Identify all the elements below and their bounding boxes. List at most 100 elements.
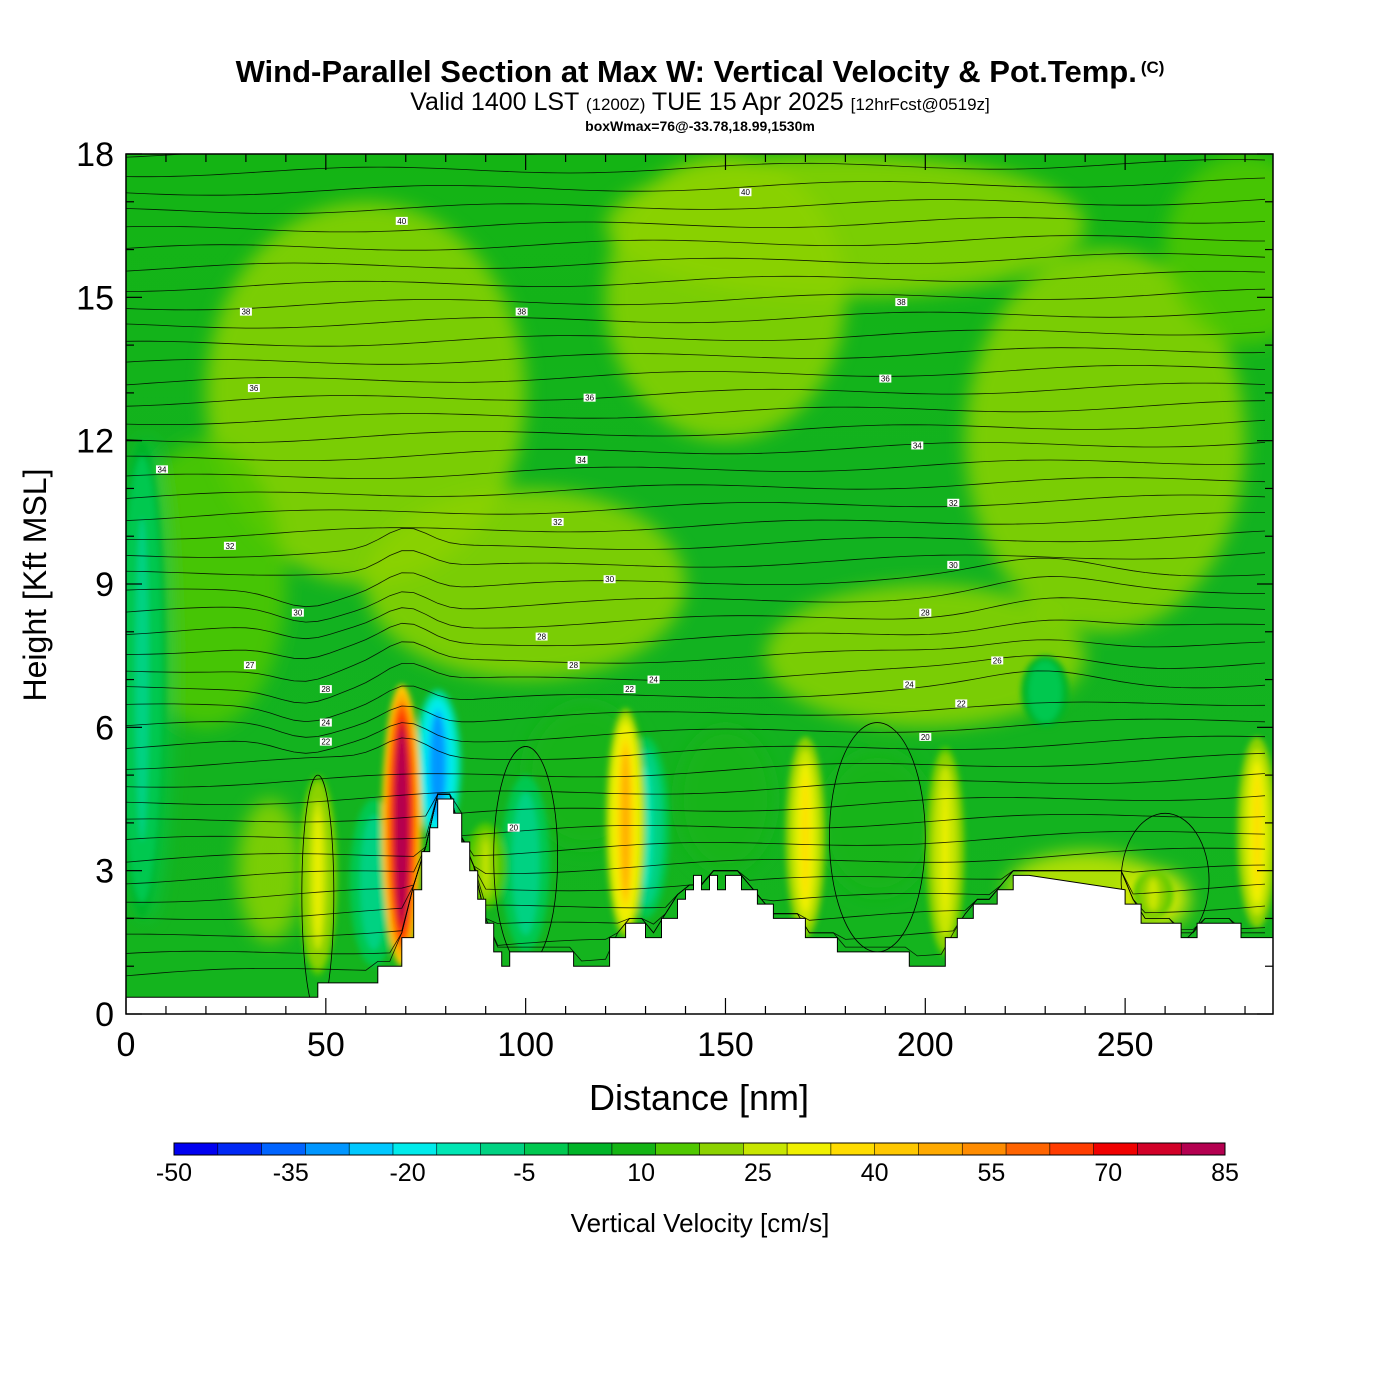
- isentrope-line: [126, 793, 1266, 840]
- contour-label: 34: [158, 465, 167, 474]
- contour-label: 40: [397, 217, 406, 226]
- colorbar-tick-label: 10: [627, 1159, 655, 1187]
- bg-blob: [965, 249, 1246, 632]
- colorbar-swatch: [349, 1143, 394, 1155]
- contour-label: 24: [905, 680, 914, 689]
- isentrope-line: [126, 793, 1266, 885]
- contour-label: 27: [245, 661, 254, 670]
- y-tick-label: 0: [95, 996, 114, 1034]
- contour-label: 38: [517, 308, 526, 317]
- isentrope-line: [126, 347, 1266, 365]
- colorbar-swatch: [174, 1143, 219, 1155]
- contour-label-box: [567, 661, 580, 670]
- contour-label-box: [575, 455, 588, 464]
- contour-label-box: [247, 384, 260, 393]
- isentrope-line: [126, 793, 1266, 823]
- colorbar-swatch: [1049, 1143, 1095, 1155]
- contour-label: 30: [293, 609, 302, 618]
- contour-label: 32: [949, 499, 958, 508]
- colorbar-swatch: [699, 1143, 744, 1155]
- contour-label-box: [291, 608, 304, 617]
- isentrope-line: [126, 364, 1266, 386]
- bg-blob: [765, 584, 1086, 728]
- colorbar-tick-label: 55: [978, 1159, 1006, 1187]
- colorbar-swatch: [1006, 1143, 1051, 1155]
- isentrope-line: [126, 793, 1266, 863]
- colorbar-swatch: [480, 1143, 525, 1155]
- contour-label-box: [903, 680, 916, 689]
- colorbar-tick-label: 70: [1094, 1159, 1122, 1187]
- isentrope-line: [126, 655, 1266, 704]
- isentrope-line: [126, 773, 1266, 805]
- y-tick-label: 3: [95, 853, 114, 891]
- bg-blob: [365, 488, 686, 680]
- isentrope-line: [126, 217, 1266, 233]
- contour-label-box: [919, 732, 932, 741]
- y-axis-label: Height [Kft MSL]: [17, 469, 53, 702]
- contour-label: 24: [649, 676, 658, 685]
- contour-label-box: [319, 718, 332, 727]
- contour-label-box: [879, 374, 892, 383]
- box-wmax-info: boxWmax=76@-33.78,18.99,1530m: [585, 118, 815, 134]
- contour-label: 34: [913, 441, 922, 450]
- bg-blob: [237, 799, 302, 943]
- contour-label: 28: [569, 661, 578, 670]
- contour-label: 20: [921, 733, 930, 742]
- isentrope-line: [126, 419, 1266, 444]
- contour-label: 28: [921, 609, 930, 618]
- contour-label-box: [243, 661, 256, 670]
- contour-label-box: [223, 541, 236, 550]
- colorbar-label: Vertical Velocity [cm/s]: [571, 1208, 830, 1238]
- isentrope-line: [126, 494, 1266, 521]
- isentrope-line: [126, 701, 1266, 738]
- colorbar-tick-label: -35: [273, 1159, 309, 1187]
- isentrope-line: [126, 459, 1266, 480]
- velocity-core-shade: [138, 532, 146, 827]
- colorbar: -50 -35 -20 -5 10 25 40 55 70 85: [156, 1142, 1239, 1187]
- contour-labels: 40 40 38 38 38 36 36 36 34 34 34 32 32 32 30 30 30 27 28 28…: [155, 188, 1004, 833]
- isentrope-line: [126, 512, 1265, 540]
- x-tick-label: 50: [307, 1026, 345, 1064]
- contour-label-box: [947, 560, 960, 569]
- bg-blob: [821, 751, 934, 895]
- y-tick-label: 15: [76, 279, 114, 317]
- contour-label-box: [895, 298, 908, 307]
- contour-label: 30: [605, 575, 614, 584]
- y-tick-label: 9: [95, 566, 114, 604]
- valid-date: TUE 15 Apr 2025: [651, 88, 844, 116]
- colorbar-swatch: [655, 1143, 700, 1155]
- colorbar-tick-label: -50: [156, 1159, 192, 1187]
- contour-label: 28: [321, 685, 330, 694]
- velocity-core-shade: [522, 809, 530, 918]
- y-tick-label: 18: [76, 136, 114, 174]
- isentrope-line: [126, 309, 1266, 329]
- contour-label: 38: [241, 308, 250, 317]
- contour-label-box: [535, 632, 548, 641]
- contour-label-box: [551, 517, 564, 526]
- contour-label-box: [623, 685, 636, 694]
- isentrope-line: [126, 619, 1266, 660]
- isentrope-line: [126, 639, 1266, 682]
- contour-label: 30: [949, 561, 958, 570]
- contour-label: 36: [881, 375, 890, 384]
- isentrope-line: [126, 527, 1266, 558]
- velocity-core-shade: [1150, 879, 1156, 910]
- isentrope-line: [126, 400, 1266, 425]
- contour-label-box: [507, 823, 520, 832]
- y-tick-label: 6: [95, 709, 114, 747]
- plot-area: 40 40 38 38 38 36 36 36 34 34 34 32 32 32 30 30 30 27 28 28…: [126, 154, 1273, 1014]
- colorbar-tick-label: 40: [861, 1159, 889, 1187]
- copyright-mark: (C): [1140, 58, 1165, 77]
- bg-blob: [677, 727, 774, 871]
- isentrope-line: [126, 288, 1266, 311]
- contour-label-box: [239, 307, 252, 316]
- colorbar-tick-label: -20: [389, 1159, 425, 1187]
- x-tick-label: 250: [1097, 1026, 1154, 1064]
- title-block: Wind-Parallel Section at Max W: Vertical…: [0, 50, 1400, 135]
- isentrope-line: [126, 270, 1266, 292]
- colorbar-swatch: [524, 1143, 569, 1155]
- contour-label: 24: [321, 719, 330, 728]
- contour-label: 32: [225, 542, 234, 551]
- colorbar-swatch: [305, 1143, 350, 1155]
- colorbar-swatch: [568, 1143, 613, 1155]
